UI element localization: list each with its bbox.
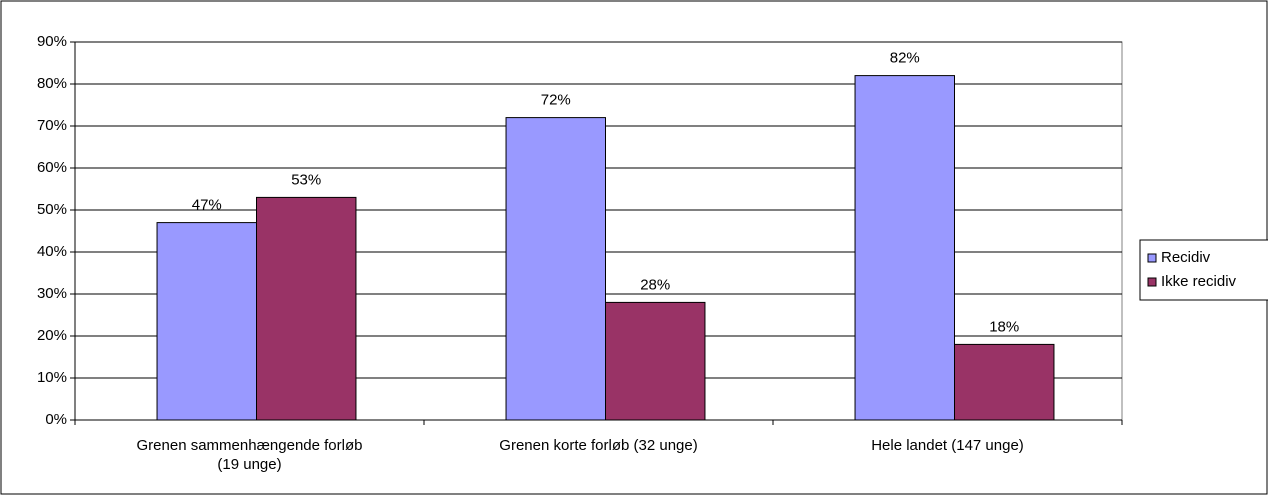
bar <box>954 343 1055 421</box>
x-tick-label: Hele landet (147 unge) <box>871 437 1024 454</box>
y-tick-label: 0% <box>45 411 67 428</box>
bar <box>256 196 357 421</box>
data-label: 28% <box>640 276 670 293</box>
bar <box>505 117 606 421</box>
y-tick-label: 40% <box>37 243 67 260</box>
legend-label: Ikke recidiv <box>1161 273 1237 290</box>
y-tick-label: 60% <box>37 159 67 176</box>
y-tick-label: 90% <box>37 33 67 50</box>
y-tick-label: 10% <box>37 369 67 386</box>
legend-box <box>1139 239 1268 301</box>
y-tick-label: 30% <box>37 285 67 302</box>
data-label: 82% <box>890 50 920 67</box>
bar <box>854 75 955 421</box>
legend-swatch <box>1147 277 1157 287</box>
y-tick-label: 20% <box>37 327 67 344</box>
legend-label: Recidiv <box>1161 249 1211 266</box>
data-label: 72% <box>541 92 571 109</box>
legend-swatch <box>1147 253 1157 263</box>
x-tick-label: Grenen sammenhængende forløb (19 unge) <box>136 437 363 473</box>
data-label: 47% <box>192 197 222 214</box>
bar <box>156 222 257 421</box>
x-tick-label: Grenen korte forløb (32 unge) <box>499 437 698 454</box>
y-tick-label: 70% <box>37 117 67 134</box>
y-tick-label: 50% <box>37 201 67 218</box>
bar <box>605 301 706 421</box>
data-label: 53% <box>291 171 321 188</box>
data-label: 18% <box>989 318 1019 335</box>
y-tick-label: 80% <box>37 75 67 92</box>
